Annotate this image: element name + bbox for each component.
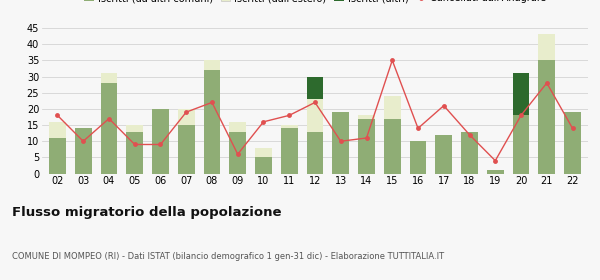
Bar — [178, 109, 194, 125]
Bar — [203, 70, 220, 174]
Bar — [358, 115, 375, 119]
Bar — [538, 34, 555, 60]
Bar — [152, 109, 169, 174]
Bar — [127, 125, 143, 132]
Bar — [75, 128, 92, 174]
Bar — [538, 60, 555, 174]
Bar — [307, 99, 323, 132]
Text: Flusso migratorio della popolazione: Flusso migratorio della popolazione — [12, 206, 281, 219]
Bar — [281, 125, 298, 128]
Bar — [307, 76, 323, 99]
Bar — [410, 141, 427, 174]
Bar — [307, 132, 323, 174]
Bar — [101, 83, 118, 174]
Bar — [512, 73, 529, 115]
Bar — [101, 73, 118, 83]
Bar — [49, 122, 66, 138]
Bar — [255, 148, 272, 157]
Bar — [229, 122, 246, 132]
Bar — [384, 119, 401, 174]
Legend: Iscritti (da altri comuni), Iscritti (dall'estero), Iscritti (altri), Cancellati: Iscritti (da altri comuni), Iscritti (da… — [80, 0, 550, 7]
Bar — [203, 60, 220, 70]
Bar — [281, 128, 298, 174]
Bar — [436, 135, 452, 174]
Bar — [229, 132, 246, 174]
Bar — [487, 170, 503, 174]
Bar — [358, 119, 375, 174]
Bar — [255, 157, 272, 174]
Bar — [564, 112, 581, 174]
Text: COMUNE DI MOMPEO (RI) - Dati ISTAT (bilancio demografico 1 gen-31 dic) - Elabora: COMUNE DI MOMPEO (RI) - Dati ISTAT (bila… — [12, 252, 444, 261]
Bar — [49, 138, 66, 174]
Bar — [384, 96, 401, 119]
Bar — [512, 115, 529, 174]
Bar — [332, 112, 349, 174]
Bar — [127, 132, 143, 174]
Bar — [178, 125, 194, 174]
Bar — [461, 132, 478, 174]
